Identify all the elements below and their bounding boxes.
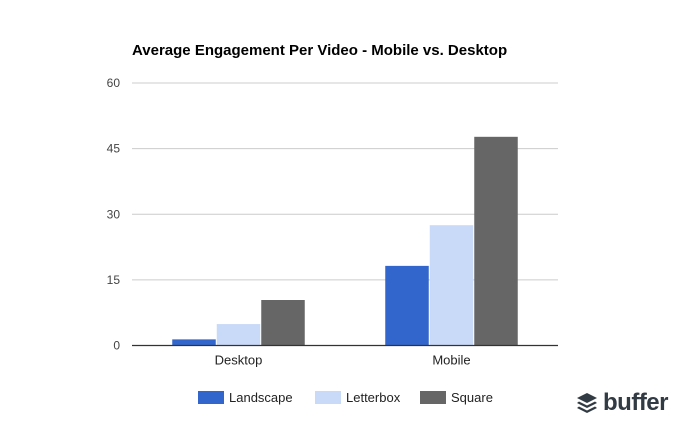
stacked-layers-icon bbox=[577, 393, 597, 413]
legend-label-landscape: Landscape bbox=[229, 390, 293, 405]
y-tick-label: 45 bbox=[107, 142, 121, 156]
y-tick-label: 15 bbox=[107, 273, 121, 287]
bar-square-mobile bbox=[474, 136, 518, 346]
chart-title: Average Engagement Per Video - Mobile vs… bbox=[132, 42, 508, 59]
y-tick-label: 30 bbox=[107, 207, 121, 221]
legend-label-square: Square bbox=[451, 390, 493, 405]
bar-letterbox-mobile bbox=[429, 225, 474, 346]
legend-swatch-landscape bbox=[198, 391, 224, 404]
logo-text: buffer bbox=[603, 389, 669, 416]
bar-square-desktop bbox=[261, 300, 305, 346]
x-tick-label: Mobile bbox=[432, 353, 470, 368]
legend-label-letterbox: Letterbox bbox=[346, 390, 401, 405]
y-tick-label: 60 bbox=[107, 76, 121, 90]
bar-letterbox-desktop bbox=[216, 324, 261, 346]
bar-landscape-mobile bbox=[385, 265, 429, 346]
legend-swatch-letterbox bbox=[315, 391, 341, 404]
bar-landscape-desktop bbox=[172, 339, 216, 346]
x-tick-label: Desktop bbox=[215, 353, 263, 368]
buffer-logo: buffer bbox=[576, 389, 669, 417]
y-tick-label: 0 bbox=[113, 339, 120, 353]
legend-swatch-square bbox=[420, 391, 446, 404]
